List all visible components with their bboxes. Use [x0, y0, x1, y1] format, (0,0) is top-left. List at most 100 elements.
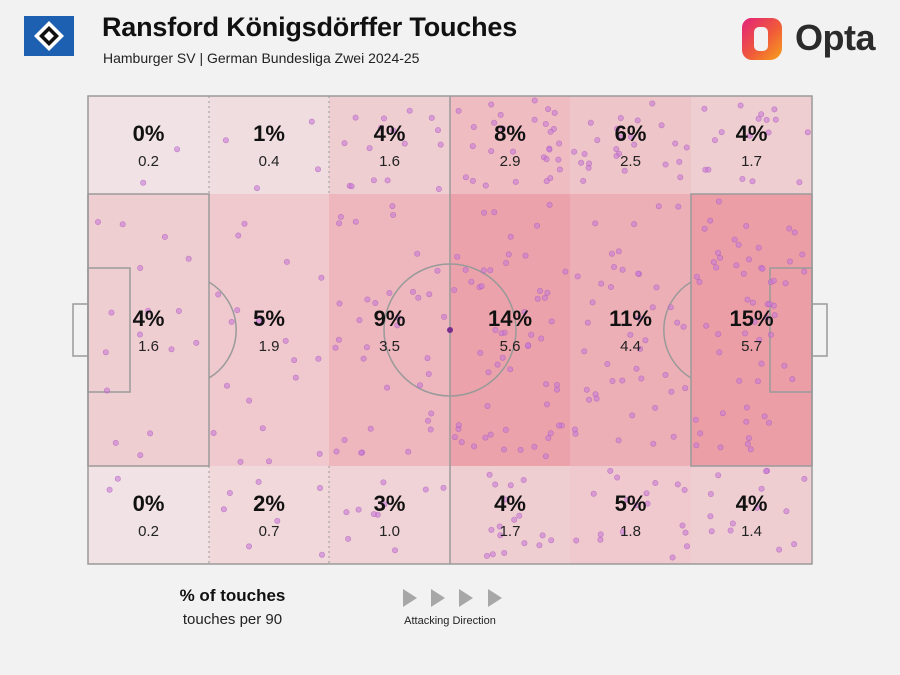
touch-dot [215, 291, 222, 298]
touch-dot [683, 543, 690, 550]
touch-dot [758, 485, 765, 492]
touch-dot [753, 504, 760, 511]
touch-dot [745, 435, 752, 442]
touch-dot [147, 430, 154, 437]
touch-dot [587, 119, 594, 126]
touch-dot [771, 106, 778, 113]
touch-dot [571, 426, 578, 433]
touch-dot [589, 299, 596, 306]
touch-dot [516, 512, 523, 519]
touch-dot [545, 434, 552, 441]
touch-dot [193, 339, 200, 346]
touch-dot [481, 209, 488, 216]
touch-dot [772, 116, 779, 123]
touch-dot [491, 209, 498, 216]
touch-dot [545, 106, 552, 113]
touch-dot [543, 401, 550, 408]
touch-dot [674, 319, 681, 326]
touch-dot [422, 486, 429, 493]
touch-dot [542, 453, 549, 460]
touch-dot [676, 158, 683, 165]
touch-dot [492, 481, 499, 488]
touch-dot [531, 116, 538, 123]
zone-percent-label: 15% [729, 306, 773, 331]
touch-dot [487, 267, 494, 274]
touch-dot [352, 218, 359, 225]
touch-dot [653, 284, 660, 291]
touch-dot [501, 549, 508, 556]
touch-dot [747, 446, 754, 453]
touch-dot [714, 249, 721, 256]
touch-dot [345, 535, 352, 542]
touch-dot [145, 307, 152, 314]
touch-dot [484, 402, 491, 409]
touch-dot [662, 371, 669, 378]
touch-dot [598, 280, 605, 287]
touch-dot [226, 489, 233, 496]
touch-dot [370, 511, 377, 518]
touch-dot [585, 164, 592, 171]
touch-dot [316, 450, 323, 457]
touch-dot [607, 283, 614, 290]
touch-dot [710, 259, 717, 266]
zone-labels: 0% 0.2 1% 0.4 4% 1.6 8% 2.9 6% 2.5 4% 1.7 4% 1.6 5% 1.9… [133, 121, 774, 540]
touch-dot [355, 506, 362, 513]
touch-dot [644, 500, 651, 507]
touch-dot [372, 299, 379, 306]
touch-dot [677, 174, 684, 181]
touch-dot [441, 313, 448, 320]
play-arrow-icon [431, 589, 445, 607]
touch-dot [520, 476, 527, 483]
zone-percent-label: 1% [253, 121, 285, 146]
touch-dot [613, 146, 620, 153]
touch-dot [741, 330, 748, 337]
touch-dot [763, 116, 770, 123]
touch-dot [499, 125, 506, 132]
touch-dot [683, 144, 690, 151]
zone-per90-label: 0.2 [138, 153, 159, 170]
touch-dot [424, 417, 431, 424]
touch-dot [578, 159, 585, 166]
touch-dot [440, 484, 447, 491]
touch-dot [652, 404, 659, 411]
touch-dot [765, 419, 772, 426]
touch-dot [491, 119, 498, 126]
touch-dot [222, 137, 229, 144]
touch-dot [175, 307, 182, 314]
touch-dot [627, 133, 634, 140]
touch-dot [735, 241, 742, 248]
touch-dot [337, 213, 344, 220]
touch-dot [525, 342, 532, 349]
touch-dot [370, 177, 377, 184]
touch-dot [471, 443, 478, 450]
touch-dot [488, 101, 495, 108]
touch-dot [597, 536, 604, 543]
touch-dot [274, 517, 281, 524]
touch-dot [761, 413, 768, 420]
heatmap-zone [209, 96, 329, 194]
touch-dot [234, 307, 241, 314]
touch-dot [804, 129, 811, 136]
heatmap-zones [88, 96, 812, 564]
touch-dot [613, 152, 620, 159]
touch-dot [745, 256, 752, 263]
touch-dot [581, 151, 588, 158]
touch-dot [791, 229, 798, 236]
zone-per90-label: 1.0 [379, 523, 400, 540]
touch-dot [547, 430, 554, 437]
touch-dot [428, 114, 435, 121]
touch-dot [776, 546, 783, 553]
touch-dot [658, 122, 665, 129]
touch-dot [801, 268, 808, 275]
touch-dot [615, 248, 622, 255]
touch-dot [617, 115, 624, 122]
touch-dot [610, 263, 617, 270]
touch-dot [743, 223, 750, 230]
zone-per90-label: 2.5 [620, 153, 641, 170]
touch-dot [594, 137, 601, 144]
touch-dot [669, 554, 676, 561]
touch-dot [548, 537, 555, 544]
touch-dot [512, 178, 519, 185]
touch-dot [356, 317, 363, 324]
touch-dot [395, 314, 402, 321]
